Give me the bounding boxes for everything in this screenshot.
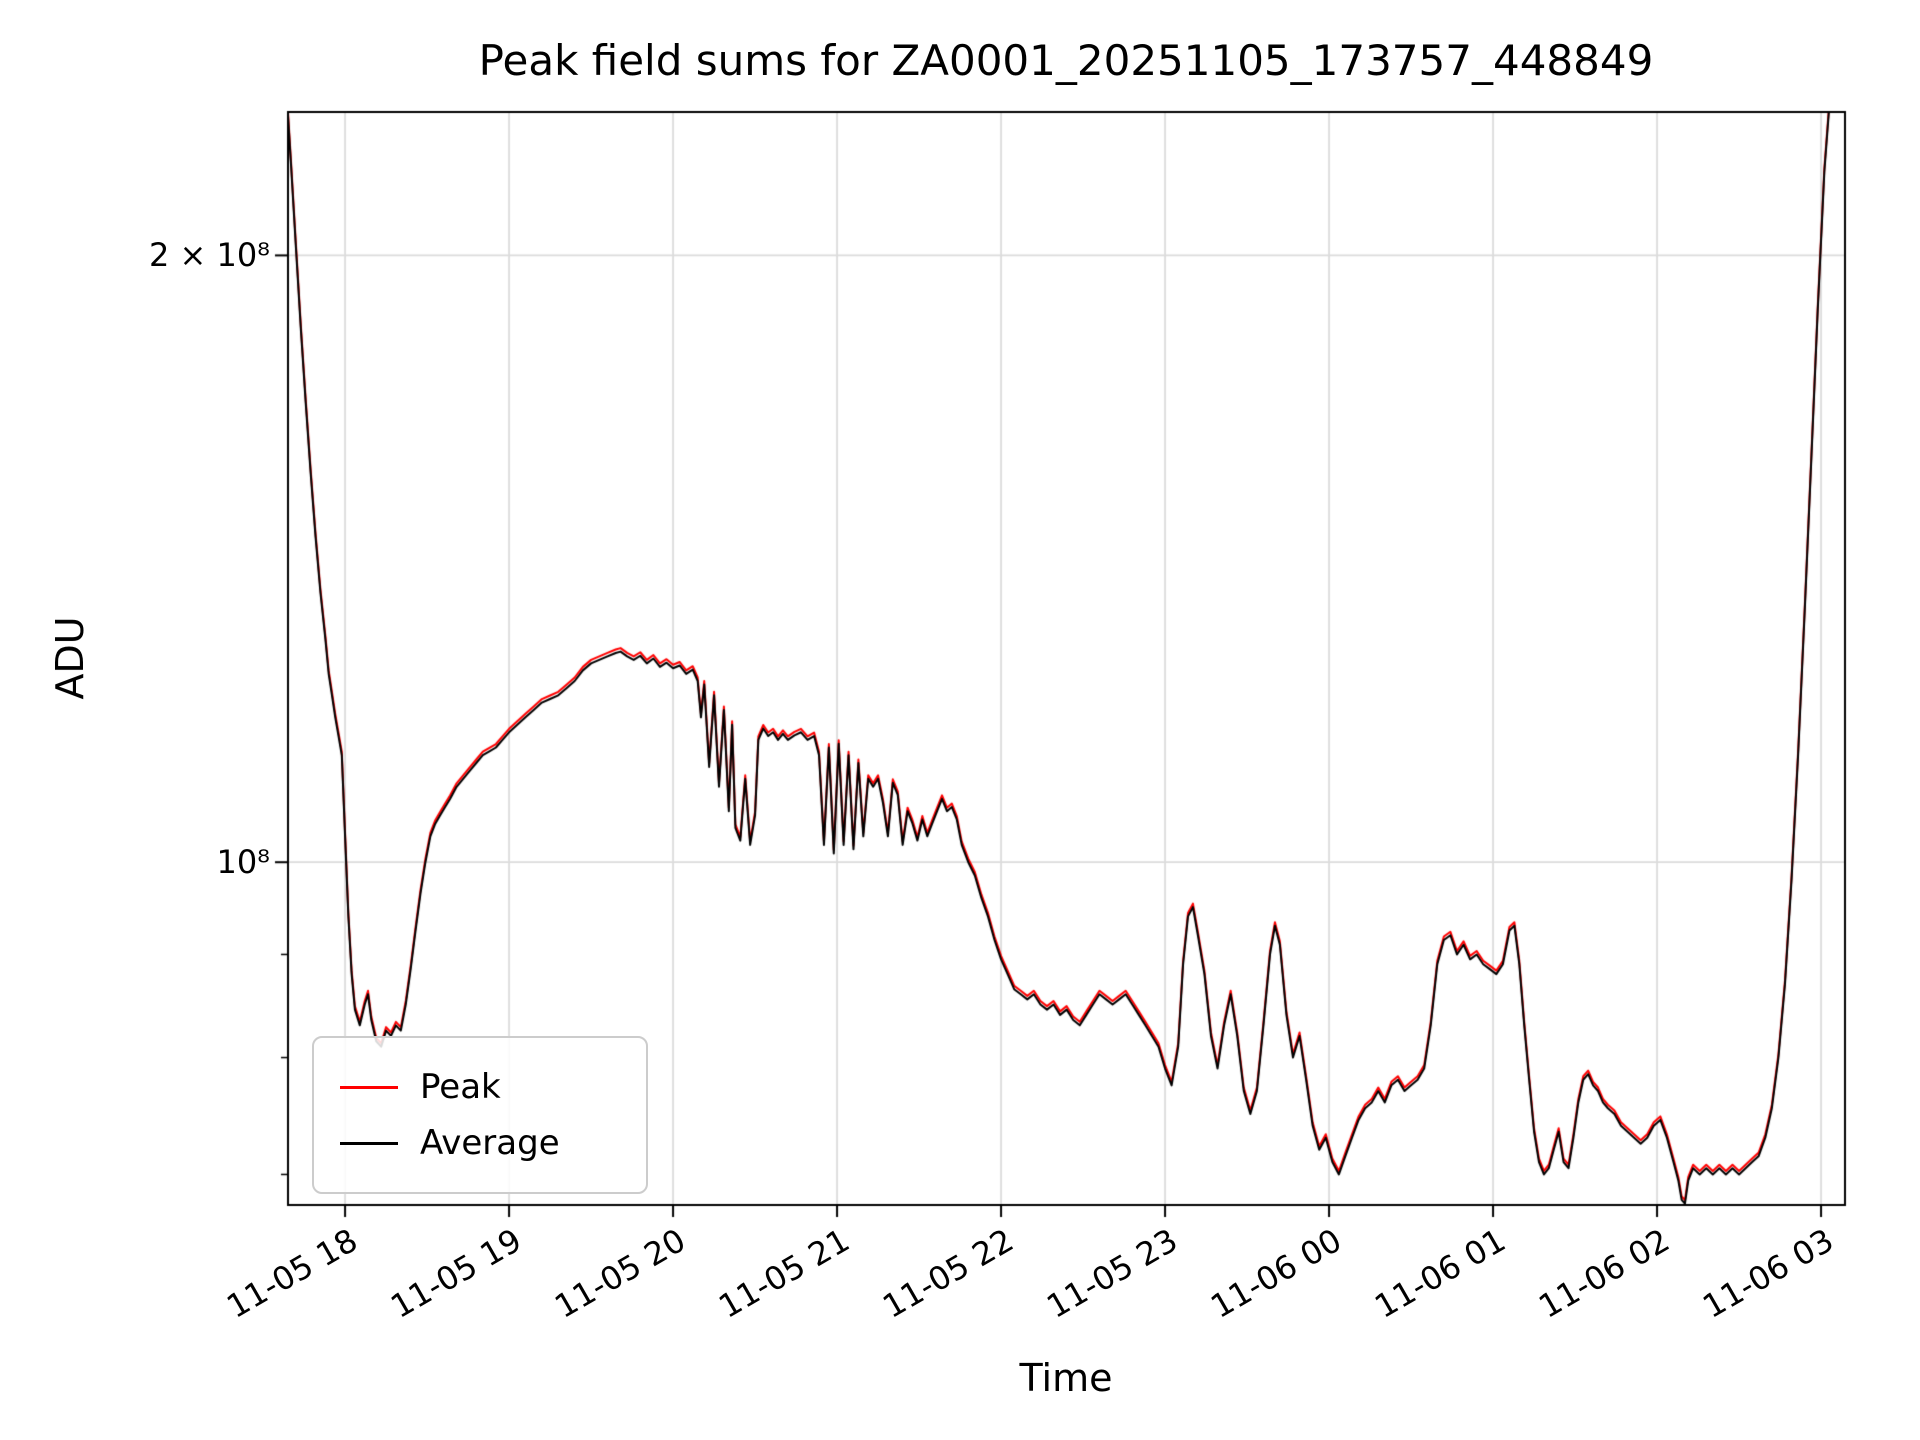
legend: Peak Average bbox=[312, 1036, 648, 1194]
average-line-swatch-icon bbox=[340, 1141, 398, 1145]
y-axis-label: ADU bbox=[48, 616, 92, 700]
legend-item-average: Average bbox=[340, 1126, 620, 1160]
y-tick-label: 2 × 10⁸ bbox=[148, 236, 270, 275]
legend-label-average: Average bbox=[420, 1123, 560, 1163]
x-axis-label: Time bbox=[1019, 1356, 1113, 1400]
y-tick-label: 10⁸ bbox=[216, 843, 270, 882]
legend-item-peak: Peak bbox=[340, 1070, 620, 1104]
peak-line-swatch-icon bbox=[340, 1085, 398, 1089]
legend-label-peak: Peak bbox=[420, 1067, 501, 1107]
chart-title: Peak field sums for ZA0001_20251105_1737… bbox=[478, 36, 1654, 85]
